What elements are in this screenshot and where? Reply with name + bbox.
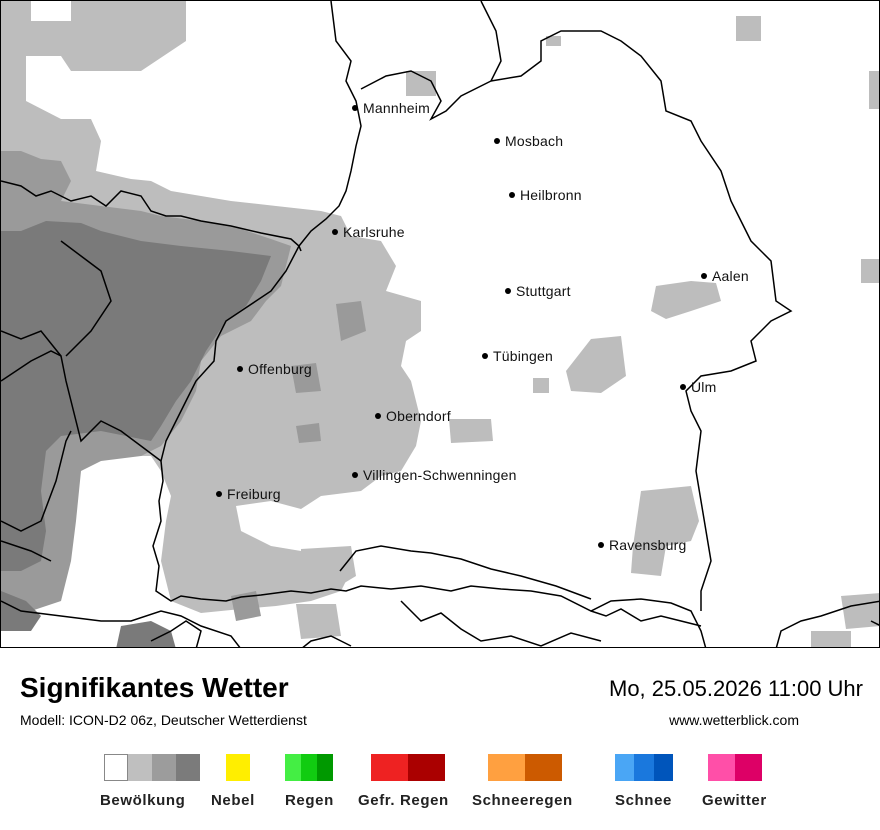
city-label: Stuttgart bbox=[516, 283, 571, 299]
legend-swatch bbox=[226, 754, 250, 781]
city-dot-icon bbox=[494, 138, 500, 145]
city-dot-icon bbox=[482, 353, 488, 360]
map-title: Signifikantes Wetter bbox=[20, 672, 289, 703]
city-dot-icon bbox=[332, 229, 338, 236]
country-borders bbox=[1, 1, 879, 647]
forecast-datetime: Mo, 25.05.2026 11:00 Uhr bbox=[609, 676, 863, 701]
city-dot-icon bbox=[680, 384, 686, 391]
city-ulm: Ulm bbox=[680, 379, 716, 395]
legend-swatch bbox=[615, 754, 634, 781]
legend-regen-swatches bbox=[285, 754, 333, 781]
city-label: Mannheim bbox=[363, 100, 430, 116]
legend-schneeregen-swatches bbox=[488, 754, 562, 781]
city-stuttgart: Stuttgart bbox=[505, 283, 571, 299]
city-freiburg: Freiburg bbox=[216, 486, 281, 502]
city-dot-icon bbox=[216, 491, 222, 498]
website-link[interactable]: www.wetterblick.com bbox=[669, 712, 799, 728]
map-canvas bbox=[1, 1, 879, 647]
legend-swatch bbox=[634, 754, 654, 781]
legend-swatch bbox=[285, 754, 301, 781]
legend-swatch bbox=[128, 754, 152, 781]
legend-bewoelkung-swatches bbox=[104, 754, 200, 781]
city-tuebingen: Tübingen bbox=[482, 348, 553, 364]
legend-gefr-regen-swatches bbox=[371, 754, 445, 781]
city-mosbach: Mosbach bbox=[494, 133, 563, 149]
city-oberndorf: Oberndorf bbox=[375, 408, 451, 424]
city-label: Mosbach bbox=[505, 133, 564, 149]
legend-swatch bbox=[176, 754, 200, 781]
legend-swatch bbox=[408, 754, 445, 781]
city-dot-icon bbox=[352, 472, 358, 479]
city-dot-icon bbox=[237, 366, 243, 373]
legend-swatch bbox=[371, 754, 408, 781]
city-label: Ulm bbox=[691, 379, 717, 395]
city-villingen-schwenningen: Villingen-Schwenningen bbox=[352, 467, 517, 483]
legend-label-bewoelkung: Bewölkung bbox=[100, 792, 186, 809]
legend-label-regen: Regen bbox=[285, 792, 334, 809]
city-dot-icon bbox=[505, 288, 511, 295]
city-label: Tübingen bbox=[493, 348, 553, 364]
legend-swatch bbox=[104, 754, 128, 781]
city-label: Freiburg bbox=[227, 486, 281, 502]
map-footer: Signifikantes Wetter Modell: ICON-D2 06z… bbox=[0, 648, 880, 830]
legend-swatch bbox=[488, 754, 525, 781]
legend-gewitter-swatches bbox=[708, 754, 762, 781]
legend-label-gefr-regen: Gefr. Regen bbox=[358, 792, 449, 809]
city-aalen: Aalen bbox=[701, 268, 749, 284]
city-offenburg: Offenburg bbox=[237, 361, 312, 377]
legend-label-schneeregen: Schneeregen bbox=[472, 792, 573, 809]
legend-label-schnee: Schnee bbox=[615, 792, 672, 809]
legend-nebel-swatches bbox=[226, 754, 250, 781]
legend-swatch bbox=[525, 754, 562, 781]
legend-swatch bbox=[301, 754, 317, 781]
legend-label-nebel: Nebel bbox=[211, 792, 255, 809]
legend-swatch bbox=[735, 754, 762, 781]
legend-schnee-swatches bbox=[615, 754, 673, 781]
city-label: Aalen bbox=[712, 268, 749, 284]
legend-swatch bbox=[708, 754, 735, 781]
legend-label-gewitter: Gewitter bbox=[702, 792, 767, 809]
city-dot-icon bbox=[509, 192, 515, 199]
city-label: Oberndorf bbox=[386, 408, 451, 424]
city-label: Heilbronn bbox=[520, 187, 582, 203]
city-label: Ravensburg bbox=[609, 537, 687, 553]
city-dot-icon bbox=[701, 273, 707, 280]
city-dot-icon bbox=[375, 413, 381, 420]
city-mannheim: Mannheim bbox=[352, 100, 430, 116]
model-source: Modell: ICON-D2 06z, Deutscher Wetterdie… bbox=[20, 712, 307, 728]
legend-swatch bbox=[317, 754, 333, 781]
city-karlsruhe: Karlsruhe bbox=[332, 224, 405, 240]
city-label: Villingen-Schwenningen bbox=[363, 467, 517, 483]
city-dot-icon bbox=[352, 105, 358, 112]
city-ravensburg: Ravensburg bbox=[598, 537, 687, 553]
city-heilbronn: Heilbronn bbox=[509, 187, 582, 203]
weather-map: Mannheim Mosbach Heilbronn Karlsruhe Aal… bbox=[0, 0, 880, 648]
city-dot-icon bbox=[598, 542, 604, 549]
city-label: Karlsruhe bbox=[343, 224, 405, 240]
legend-swatch bbox=[152, 754, 176, 781]
legend-swatch bbox=[654, 754, 673, 781]
city-label: Offenburg bbox=[248, 361, 312, 377]
